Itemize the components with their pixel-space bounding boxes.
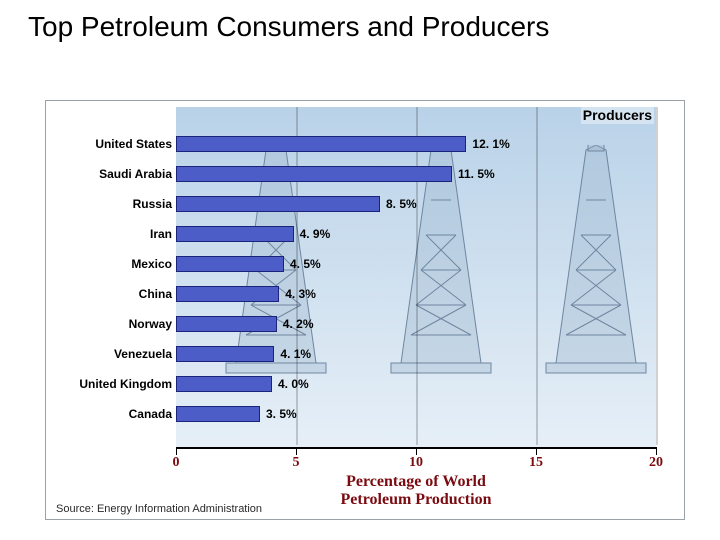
category-label: Russia — [46, 197, 176, 211]
x-tick — [176, 447, 177, 455]
bar-track: 12. 1% — [176, 135, 656, 153]
bar-row: Russia 8. 5% — [46, 189, 656, 219]
x-tick-label: 20 — [649, 455, 663, 471]
x-axis-title-line1: Percentage of World — [176, 473, 656, 491]
bar-row: Canada 3. 5% — [46, 399, 656, 429]
source-text: Source: Energy Information Administratio… — [56, 503, 262, 515]
value-label: 4. 3% — [279, 285, 316, 303]
category-label: Saudi Arabia — [46, 167, 176, 181]
x-tick-label: 15 — [529, 455, 543, 471]
bar-row: Venezuela 4. 1% — [46, 339, 656, 369]
bar-track: 4. 3% — [176, 285, 656, 303]
category-label: Venezuela — [46, 347, 176, 361]
value-label: 8. 5% — [380, 195, 417, 213]
bar — [176, 226, 294, 242]
bar-row: Norway 4. 2% — [46, 309, 656, 339]
bar-track: 4. 1% — [176, 345, 656, 363]
value-label: 4. 9% — [294, 225, 331, 243]
bar — [176, 166, 452, 182]
value-label: 3. 5% — [260, 405, 297, 423]
category-label: United States — [46, 137, 176, 151]
bar-row: United Kingdom 4. 0% — [46, 369, 656, 399]
bar-track: 8. 5% — [176, 195, 656, 213]
category-label: Mexico — [46, 257, 176, 271]
bar — [176, 376, 272, 392]
x-tick — [416, 447, 417, 455]
chart-frame: Producers United States 12. 1% Saudi Arabi… — [45, 100, 685, 520]
bar-track: 3. 5% — [176, 405, 656, 423]
bar-track: 4. 0% — [176, 375, 656, 393]
page-title: Top Petroleum Consumers and Producers — [28, 10, 549, 44]
series-label: Producers — [581, 106, 654, 124]
bar-track: 4. 9% — [176, 225, 656, 243]
value-label: 4. 2% — [277, 315, 314, 333]
value-label: 4. 1% — [274, 345, 311, 363]
value-label: 11. 5% — [452, 165, 495, 183]
bars-area: United States 12. 1% Saudi Arabia 11. 5% Rus… — [46, 129, 656, 439]
x-tick — [296, 447, 297, 455]
bar — [176, 196, 380, 212]
bar-row: Iran 4. 9% — [46, 219, 656, 249]
value-label: 12. 1% — [466, 135, 509, 153]
x-tick — [536, 447, 537, 455]
bar-track: 4. 5% — [176, 255, 656, 273]
bar-row: United States 12. 1% — [46, 129, 656, 159]
x-tick-label: 0 — [173, 455, 180, 471]
gridline — [656, 107, 658, 445]
value-label: 4. 5% — [284, 255, 321, 273]
value-label: 4. 0% — [272, 375, 309, 393]
bar — [176, 406, 260, 422]
category-label: China — [46, 287, 176, 301]
slide: Top Petroleum Consumers and Producers — [0, 0, 720, 540]
category-label: Iran — [46, 227, 176, 241]
bar — [176, 256, 284, 272]
category-label: Canada — [46, 407, 176, 421]
bar-row: Saudi Arabia 11. 5% — [46, 159, 656, 189]
x-tick — [656, 447, 657, 455]
bar — [176, 286, 279, 302]
category-label: United Kingdom — [46, 377, 176, 391]
bar-row: Mexico 4. 5% — [46, 249, 656, 279]
bar-track: 4. 2% — [176, 315, 656, 333]
category-label: Norway — [46, 317, 176, 331]
x-tick-label: 5 — [293, 455, 300, 471]
bar — [176, 316, 277, 332]
bar-row: China 4. 3% — [46, 279, 656, 309]
bar-track: 11. 5% — [176, 165, 656, 183]
bar — [176, 136, 466, 152]
x-tick-label: 10 — [409, 455, 423, 471]
bar — [176, 346, 274, 362]
